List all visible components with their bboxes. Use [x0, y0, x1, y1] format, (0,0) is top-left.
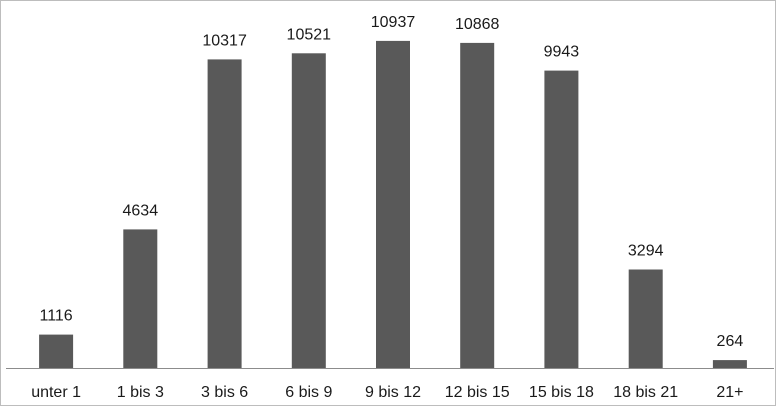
data-label: 10937: [371, 14, 416, 31]
bar-1-bis-3: [123, 229, 158, 368]
x-tick-label: unter 1: [31, 384, 81, 401]
x-tick-label: 15 bis 18: [529, 384, 594, 401]
bar-15-bis-18: [544, 70, 579, 368]
bar-6-bis-9: [291, 53, 326, 369]
x-tick-label: 21+: [716, 384, 743, 401]
x-tick-label: 12 bis 15: [445, 384, 510, 401]
data-label: 10868: [455, 16, 500, 33]
x-tick-label: 3 bis 6: [201, 384, 248, 401]
data-label-group: 1116 4634 10317 10521 10937 10868 9943 3294 264: [39, 14, 743, 350]
data-label: 1116: [39, 308, 72, 325]
bar-group: [39, 40, 747, 369]
data-label: 10317: [202, 32, 247, 49]
x-tick-label: 6 bis 9: [285, 384, 332, 401]
data-label: 10521: [287, 26, 332, 43]
data-label: 9943: [544, 44, 580, 61]
x-tick-label: 9 bis 12: [365, 384, 421, 401]
bar-9-bis-12: [376, 40, 410, 369]
bar-21plus: [712, 360, 747, 368]
bar-18-bis-21: [628, 269, 663, 368]
bar-12-bis-15: [460, 42, 495, 369]
data-label: 264: [717, 333, 744, 350]
bar-3-bis-6: [207, 59, 242, 369]
bar-unter-1: [39, 334, 74, 368]
data-label: 3294: [628, 243, 664, 260]
x-tick-label-group: unter 1 1 bis 3 3 bis 6 6 bis 9 9 bis 12 12 b…: [31, 384, 743, 401]
x-tick-label: 18 bis 21: [613, 384, 678, 401]
data-label: 4634: [123, 202, 159, 219]
x-tick-label: 1 bis 3: [117, 384, 164, 401]
